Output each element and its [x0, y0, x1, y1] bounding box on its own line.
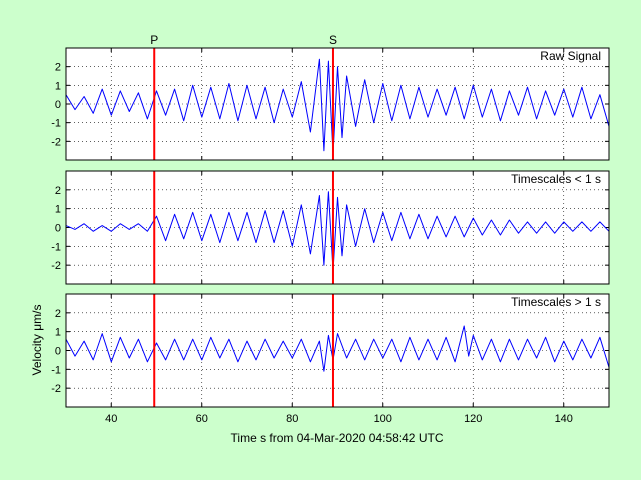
x-tick-label: 120 [464, 413, 482, 425]
y-tick-label: 1 [55, 327, 61, 339]
plot-area [66, 171, 609, 284]
phase-marker-label: P [150, 33, 158, 47]
y-tick-label: 0 [55, 223, 61, 235]
y-tick-label: 1 [55, 80, 61, 92]
panel-label: Raw Signal [540, 49, 601, 63]
plot-area [66, 48, 609, 160]
y-tick-label: 2 [55, 308, 61, 320]
x-tick-label: 60 [196, 413, 208, 425]
y-tick-label: -2 [51, 383, 61, 395]
plot-area [66, 294, 609, 407]
panel-label: Timescales > 1 s [511, 295, 601, 309]
panel-3: 40 60 80 100 120 140 -2 -1 0 1 2 Timescales > 1 s [51, 293, 610, 425]
x-tick-label: 100 [374, 413, 392, 425]
axes-frame [65, 47, 610, 161]
y-tick-label: -1 [51, 118, 61, 130]
panel-label: Timescales < 1 s [511, 172, 601, 186]
y-axis-label: Velocity μm/s [30, 305, 44, 376]
y-tick-label: 1 [55, 204, 61, 216]
x-tick-label: 40 [105, 413, 117, 425]
axes-frame [65, 170, 610, 285]
panel-1: -2 -1 0 1 2 Raw Signal [51, 47, 610, 161]
y-tick-label: 0 [55, 99, 61, 111]
x-axis-label: Time s from 04-Mar-2020 04:58:42 UTC [231, 431, 444, 445]
panel-2: -2 -1 0 1 2 Timescales < 1 s [51, 170, 610, 285]
x-tick-label: 140 [555, 413, 573, 425]
y-tick-label: -1 [51, 364, 61, 376]
x-tick-label: 80 [286, 413, 298, 425]
signal-trace [65, 325, 610, 372]
y-tick-label: 0 [55, 346, 61, 358]
y-tick-label: -1 [51, 241, 61, 253]
y-tick-label: -2 [51, 136, 61, 148]
signal-trace [65, 58, 610, 155]
signal-trace [65, 191, 610, 272]
y-tick-label: -2 [51, 260, 61, 272]
phase-marker-label: S [329, 33, 337, 47]
y-tick-label: 2 [55, 62, 61, 74]
panels: -2 -1 0 1 2 Raw Signal -2 -1 0 1 2 Timescales < 1 s… [51, 47, 610, 425]
axes-frame [65, 293, 610, 408]
y-tick-label: 2 [55, 185, 61, 197]
